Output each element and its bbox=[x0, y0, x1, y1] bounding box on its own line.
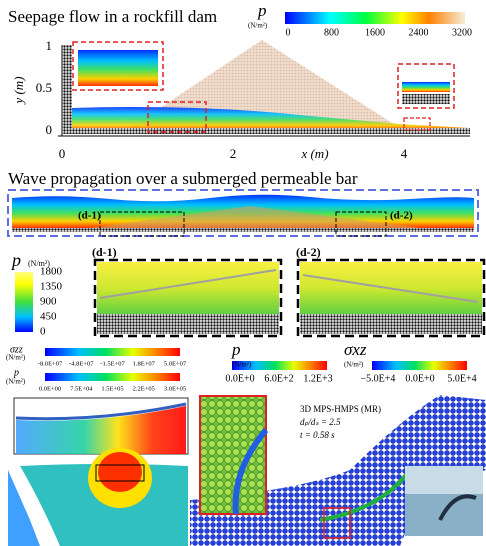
colorbar-label: σxz bbox=[344, 340, 367, 359]
colorbar-tick: 900 bbox=[40, 296, 57, 308]
annotation: t = 0.58 s bbox=[300, 430, 335, 440]
colorbar-tick: 1.5E+05 bbox=[101, 385, 123, 392]
inset-box bbox=[335, 211, 387, 237]
colorbar-tick: 0 bbox=[286, 27, 291, 38]
bar bbox=[90, 206, 420, 228]
colorbar-tick: 3200 bbox=[452, 27, 472, 38]
colorbar-tick: 2400 bbox=[409, 27, 429, 38]
colorbar-tick: 0.0E+0 bbox=[405, 373, 434, 384]
colorbar-label: p bbox=[10, 250, 21, 270]
colorbar-tick: 5.0E+07 bbox=[164, 360, 187, 367]
y-axis-label: y (m) bbox=[11, 76, 26, 105]
colorbar-tick: 0 bbox=[40, 326, 46, 338]
panel-title: Seepage flow in a rockfill dam bbox=[8, 7, 217, 26]
annotation: 3D MPS-HMPS (MR) bbox=[300, 404, 381, 414]
inset-label: (d-2) bbox=[296, 245, 321, 259]
annotation: dₚ/dₛ = 2.5 bbox=[300, 417, 341, 427]
colorbar-unit: (N/m²) bbox=[28, 259, 50, 268]
inset-label: (d-1) bbox=[78, 210, 101, 222]
inset-label: (d-1) bbox=[92, 245, 117, 259]
colorbar-tick: 0.0E+0 bbox=[225, 373, 254, 384]
colorbar-tick: 450 bbox=[40, 311, 57, 323]
colorbar-tick: 2.2E+05 bbox=[133, 385, 155, 392]
colorbar-unit: (N/m²) bbox=[6, 354, 26, 362]
colorbar-label: p bbox=[13, 367, 19, 378]
colorbar bbox=[372, 361, 467, 370]
colorbar-tick: 1.8E+07 bbox=[133, 360, 156, 367]
colorbar bbox=[285, 12, 465, 24]
stress-images bbox=[8, 397, 189, 546]
mps3d-image bbox=[190, 395, 486, 546]
zoom-panels bbox=[93, 258, 486, 338]
colorbar-tick: 0.0E+00 bbox=[39, 385, 61, 392]
colorbar-tick: -1.5E+07 bbox=[100, 360, 125, 367]
inset-box bbox=[99, 211, 185, 237]
colorbar-tick: 1600 bbox=[365, 27, 385, 38]
colorbar bbox=[45, 348, 180, 356]
colorbar-tick: 3.0E+05 bbox=[164, 385, 186, 392]
colorbar-unit: (N/m²) bbox=[344, 361, 364, 369]
bed bbox=[12, 228, 474, 232]
domain-box bbox=[7, 189, 479, 237]
colorbar-tick: -4.8E+07 bbox=[69, 360, 94, 367]
colorbar-unit: (N/m²) bbox=[248, 22, 268, 30]
y-tick-label: 1 bbox=[46, 38, 53, 53]
colorbar-tick: 6.0E+2 bbox=[264, 373, 293, 384]
colorbar-label: p bbox=[231, 340, 241, 359]
y-tick-label: 0 bbox=[46, 122, 53, 137]
colorbar-tick: -8.0E+07 bbox=[38, 360, 63, 367]
colorbar-tick: 800 bbox=[324, 27, 339, 38]
inset-label: (d-2) bbox=[390, 210, 413, 222]
x-tick-label: 2 bbox=[230, 146, 237, 161]
colorbar-tick: −5.0E+4 bbox=[361, 373, 396, 384]
colorbar-label: p bbox=[257, 1, 267, 20]
x-tick-label: 0 bbox=[59, 146, 66, 161]
colorbar bbox=[232, 361, 327, 370]
x-tick-label: 4 bbox=[401, 146, 408, 161]
y-tick-label: 0.5 bbox=[36, 80, 52, 95]
colorbar-tick: 5.0E+4 bbox=[447, 373, 476, 384]
colorbar-tick: 7.5E+04 bbox=[70, 385, 93, 392]
plot-1 bbox=[58, 40, 470, 137]
colorbar-tick: 1350 bbox=[40, 281, 63, 293]
colorbar-tick: 1800 bbox=[40, 266, 63, 278]
colorbar-unit: (N/m²) bbox=[6, 378, 26, 386]
colorbar-unit: (N/m²) bbox=[232, 361, 252, 369]
x-axis-label: x (m) bbox=[300, 146, 328, 161]
colorbar-tick: 1.2E+3 bbox=[303, 373, 332, 384]
colorbar bbox=[45, 373, 180, 381]
panel-title: Wave propagation over a submerged permea… bbox=[8, 169, 358, 188]
colorbar-label: σzz bbox=[10, 344, 23, 355]
colorbar bbox=[15, 272, 33, 332]
